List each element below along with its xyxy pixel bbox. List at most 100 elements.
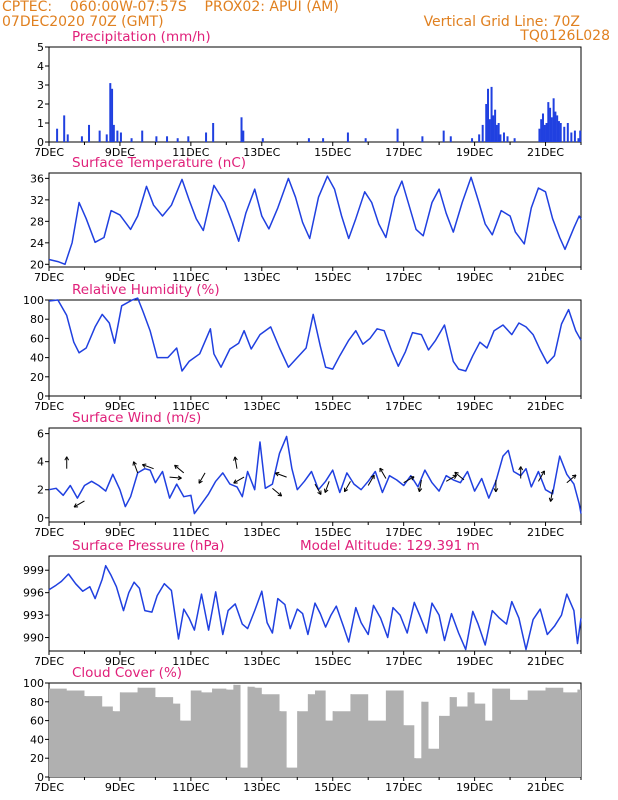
- header-location: CPTEC: 060:00W-07:57S PROX02: APUI (AM): [2, 0, 339, 15]
- x-tick-label: 9DEC: [105, 400, 135, 413]
- precip-bar: [105, 134, 108, 142]
- precip-bar: [80, 136, 83, 142]
- precip-bar: [488, 119, 491, 142]
- y-tick-label: 28: [30, 215, 44, 228]
- precip-bar: [499, 134, 502, 142]
- cloud-bar: [155, 697, 157, 777]
- panel-5: Surface Pressure (hPa) Model Altitude: 12…: [23, 538, 582, 668]
- y-tick-label: 0: [37, 512, 44, 525]
- y-tick-label: 0: [37, 390, 44, 403]
- precip-bar: [573, 130, 576, 142]
- precip-bar: [543, 124, 546, 142]
- cloud-bar: [350, 694, 352, 777]
- cloud-bar: [240, 767, 243, 777]
- precip-bar: [540, 119, 543, 142]
- y-tick-label: 80: [30, 696, 44, 709]
- panel-3: Relative Humidity (%) 0 20 40 60 80 100 7DEC 9DE…: [23, 282, 582, 413]
- cloud-bar: [467, 692, 470, 777]
- precip-bar: [56, 128, 59, 142]
- cloud-bar: [456, 706, 459, 777]
- wind-arrow: [566, 474, 577, 484]
- cloud-bar: [527, 690, 530, 777]
- x-tick-label: 11DEC: [172, 271, 209, 284]
- series-line: [48, 297, 582, 372]
- precip-bar: [485, 104, 488, 142]
- panel-title: Cloud Cover (%): [72, 665, 182, 681]
- precip-bar: [538, 128, 541, 142]
- series-line: [48, 435, 582, 515]
- y-tick-label: 2: [37, 98, 44, 111]
- cloud-bar: [226, 689, 228, 777]
- x-tick-label: 21DEC: [527, 271, 564, 284]
- x-tick-label: 9DEC: [105, 655, 135, 668]
- precip-bar: [449, 136, 452, 142]
- x-tick-label: 21DEC: [527, 526, 564, 539]
- x-tick-label: 19DEC: [456, 146, 493, 159]
- model-altitude: Model Altitude: 129.391 m: [300, 538, 480, 554]
- wind-arrow: [548, 489, 554, 502]
- x-tick-label: 21DEC: [527, 781, 564, 794]
- cloud-bar: [190, 690, 193, 777]
- precip-bar: [421, 136, 424, 142]
- precip-bar: [566, 123, 569, 142]
- x-tick-label: 19DEC: [456, 655, 493, 668]
- x-tick-label: 7DEC: [34, 146, 64, 159]
- cloud-bar: [368, 720, 370, 777]
- y-tick-label: 24: [30, 237, 44, 250]
- precip-bar: [497, 123, 500, 142]
- cloud-bar: [385, 690, 388, 777]
- precip-bar: [502, 132, 505, 142]
- panel-title: Precipitation (mm/h): [72, 29, 211, 45]
- wind-arrow: [141, 463, 154, 470]
- x-tick-label: 9DEC: [105, 781, 135, 794]
- panel-title: Surface Pressure (hPa): [72, 538, 225, 554]
- precip-bar: [322, 138, 325, 142]
- wind-arrow: [323, 481, 330, 493]
- y-tick-label: 40: [30, 352, 44, 365]
- x-tick-label: 7DEC: [34, 526, 64, 539]
- y-tick-label: 996: [23, 587, 44, 600]
- y-tick-label: 5: [37, 41, 44, 54]
- wind-arrow: [367, 474, 375, 486]
- precip-bar: [166, 136, 169, 142]
- precip-bar: [570, 132, 573, 142]
- panel-4: Surface Wind (m/s) 0 2 4 6 7DEC 9DEC 11DEC 13DEC…: [34, 410, 582, 539]
- cloud-bar: [545, 687, 548, 777]
- precip-bar: [481, 124, 484, 142]
- x-tick-label: 17DEC: [385, 271, 422, 284]
- y-tick-label: 20: [30, 371, 44, 384]
- precip-bar: [242, 130, 245, 142]
- cloud-bar: [84, 696, 86, 777]
- y-tick-label: 2: [37, 484, 44, 497]
- y-tick-label: 0: [37, 136, 44, 149]
- cloud-bar: [112, 711, 115, 777]
- wind-arrow: [454, 471, 465, 481]
- cloud-bar: [414, 758, 416, 777]
- x-tick-label: 7DEC: [34, 271, 64, 284]
- precip-bar: [577, 138, 580, 142]
- precip-bar: [552, 98, 555, 142]
- x-tick-label: 21DEC: [527, 146, 564, 159]
- x-tick-label: 13DEC: [243, 400, 280, 413]
- cloud-bar: [492, 688, 494, 777]
- precip-bar: [554, 111, 557, 142]
- cloud-bar: [474, 703, 477, 777]
- precip-bar: [557, 121, 560, 142]
- x-tick-label: 15DEC: [314, 146, 351, 159]
- precip-bar: [545, 123, 548, 142]
- y-tick-label: 32: [30, 194, 44, 207]
- precip-bar: [549, 107, 552, 142]
- wind-arrow: [233, 476, 245, 484]
- wind-arrow: [73, 500, 85, 508]
- precip-bar: [212, 123, 215, 142]
- wind-arrow: [403, 476, 415, 484]
- y-tick-label: 20: [30, 258, 44, 271]
- precip-bar: [442, 130, 445, 142]
- precip-bar: [111, 88, 114, 142]
- x-tick-label: 11DEC: [172, 400, 209, 413]
- precip-bar: [556, 115, 559, 142]
- chart-header: CPTEC: 060:00W-07:57S PROX02: APUI (AM) …: [0, 0, 618, 46]
- wind-arrow: [493, 479, 499, 493]
- series-line: [48, 564, 582, 651]
- x-tick-label: 19DEC: [456, 271, 493, 284]
